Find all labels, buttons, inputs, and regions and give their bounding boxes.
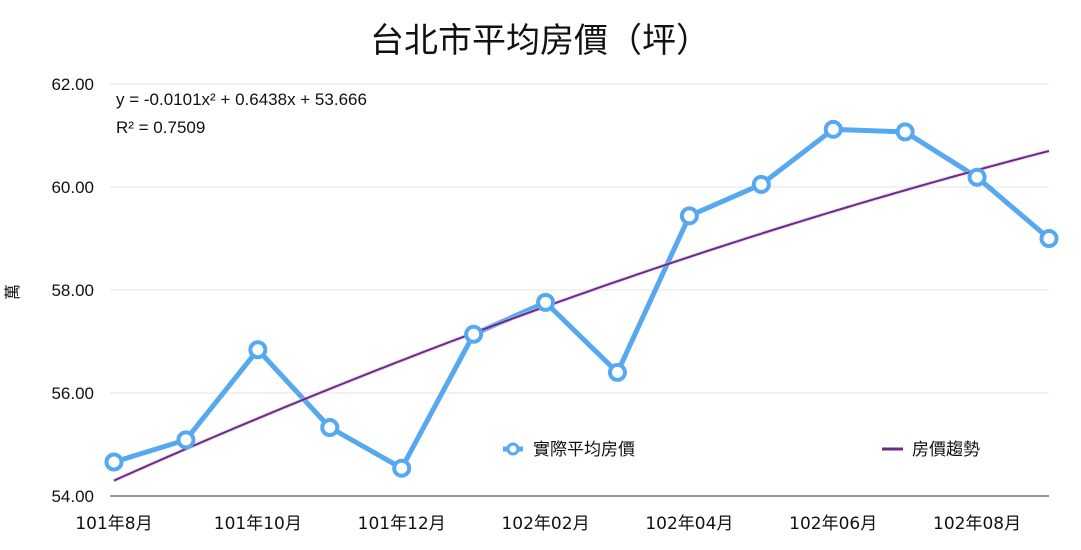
trendline	[113, 150, 1050, 482]
y-axis-label: 萬	[3, 284, 22, 300]
y-tick-label: 60.00	[51, 178, 94, 197]
data-point	[751, 174, 771, 194]
data-point	[392, 458, 412, 478]
legend-item-series: 實際平均房價	[503, 440, 635, 460]
series-layer	[111, 126, 1052, 471]
data-point	[464, 324, 484, 344]
data-point	[248, 340, 268, 360]
series-line	[111, 126, 1052, 471]
data-point	[536, 292, 556, 312]
legend-series-label: 實際平均房價	[533, 440, 635, 460]
y-axis-ticks: 54.00 56.00 58.00 60.00 62.00	[51, 75, 94, 506]
x-axis-ticks: 101年8月 101年10月 101年12月 102年02月 102年04月 102年06…	[75, 514, 1021, 534]
trendline-equation: y = -0.0101x² + 0.6438x + 53.666	[116, 90, 367, 109]
trendline-r-squared: R² = 0.7509	[116, 118, 205, 137]
trendline-layer	[113, 149, 1050, 483]
x-tick-label: 101年8月	[75, 514, 152, 534]
gridlines	[110, 83, 1049, 394]
data-point	[320, 418, 340, 438]
x-tick-label: 101年12月	[358, 514, 446, 534]
data-point	[895, 122, 915, 142]
data-point	[104, 452, 124, 472]
legend: 實際平均房價 房價趨勢	[503, 440, 980, 460]
x-tick-label: 102年04月	[645, 514, 733, 534]
x-tick-label: 102年02月	[501, 514, 589, 534]
legend-series-marker	[506, 442, 520, 456]
trendline-glow	[113, 149, 1050, 483]
data-point	[823, 119, 843, 139]
chart-title: 台北市平均房價（坪）	[370, 21, 710, 61]
data-point	[607, 362, 627, 382]
y-tick-label: 62.00	[51, 75, 94, 94]
y-tick-label: 58.00	[51, 281, 94, 300]
legend-item-trendline: 房價趨勢	[882, 440, 980, 460]
x-tick-label: 102年06月	[789, 514, 877, 534]
data-point	[679, 206, 699, 226]
data-point	[1039, 229, 1059, 248]
x-tick-label: 101年10月	[214, 514, 302, 534]
x-tick-label: 102年08月	[933, 514, 1021, 534]
legend-trendline-label: 房價趨勢	[912, 440, 980, 460]
data-point	[967, 167, 987, 187]
data-points	[104, 119, 1059, 478]
y-tick-label: 56.00	[51, 384, 94, 403]
data-point	[176, 430, 196, 450]
y-tick-label: 54.00	[51, 487, 94, 506]
